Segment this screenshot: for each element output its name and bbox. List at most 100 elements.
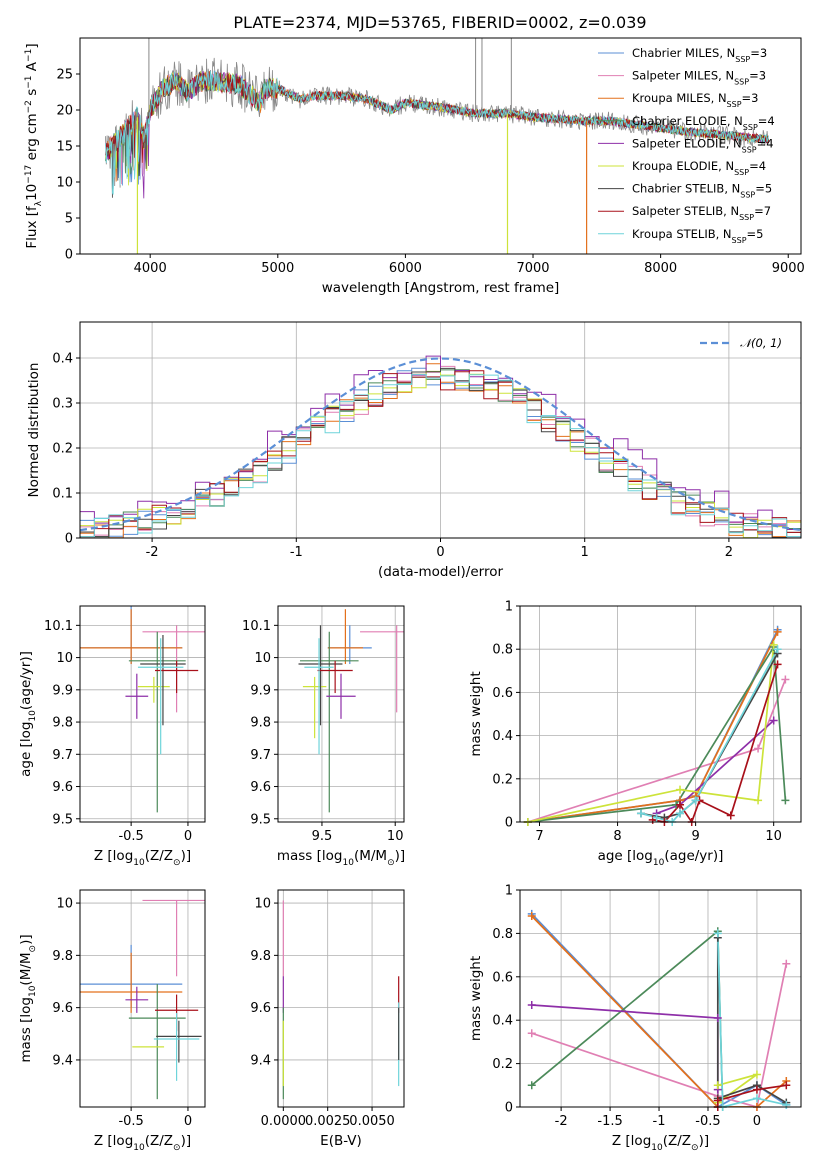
weight-marker-kroupa-stelib	[713, 929, 722, 938]
legend-label: Kroupa STELIB, NSSP=5	[632, 227, 763, 245]
y-tick-label: 9.9	[250, 683, 271, 698]
y-tick-label: 9.8	[52, 716, 73, 731]
legend-label-part: =4	[749, 159, 766, 173]
legend-label: Chabrier STELIB, NSSP=5	[632, 182, 772, 200]
histogram-salpeter-elodie	[80, 355, 801, 530]
x-tick-label: -1	[653, 1114, 666, 1129]
x-tick-label: 6000	[389, 261, 422, 276]
weight-marker-kroupa-stelib	[676, 809, 685, 818]
y-axis-label-part: −1	[24, 49, 34, 62]
y-tick-label: 9.9	[52, 683, 73, 698]
y-tick-label: 9.6	[250, 780, 271, 795]
weight-marker-kroupa-stelib	[773, 645, 782, 654]
y-tick-label: 0.2	[52, 442, 73, 457]
spectrum-line-kroupa-stelib	[105, 70, 769, 195]
legend-label-part: Kroupa ELODIE, N	[632, 159, 734, 173]
y-axis-label: mass weight	[468, 956, 484, 1041]
legend-label-part: Salpeter MILES, N	[632, 69, 734, 83]
x-tick-label: 9	[691, 829, 699, 844]
x-axis-label-part: mass [log	[277, 848, 343, 864]
y-axis-label-part: age [log	[18, 722, 34, 777]
y-tick-label: 9.4	[52, 1053, 73, 1068]
legend-label-part: =7	[754, 204, 771, 218]
axes-frame	[79, 37, 802, 255]
x-tick-label: 0	[436, 545, 444, 560]
axes-frame	[277, 889, 405, 1108]
legend-label-part: Chabrier STELIB, N	[632, 182, 740, 196]
y-axis-label-part: 10	[28, 985, 38, 997]
axes-frame	[519, 889, 802, 1108]
weight-marker-chabrier-elodie	[527, 1081, 536, 1090]
y-tick-label: 0.2	[492, 1057, 513, 1072]
y-tick-label: 0	[65, 532, 73, 547]
y-tick-label: 10	[56, 897, 73, 912]
weight-marker-salpeter-stelib	[726, 811, 735, 820]
x-tick-label: 0	[753, 1114, 761, 1129]
y-tick-label: 0.4	[492, 729, 513, 744]
weight-line-kroupa-miles	[527, 631, 779, 822]
legend-label-part: =3	[749, 69, 766, 83]
weight-marker-salpeter-miles	[782, 959, 791, 968]
x-axis-label-part: Z [log	[94, 1133, 133, 1149]
plot-area	[80, 606, 205, 813]
weight-marker-salpeter-elodie	[527, 1001, 536, 1010]
y-tick-label: 0	[65, 248, 73, 263]
weight-marker-salpeter-elodie	[713, 1014, 722, 1023]
histogram-kroupa-elodie	[80, 370, 801, 538]
y-axis-label: Normed distribution	[26, 363, 42, 498]
y-tick-label: 9.5	[250, 812, 271, 827]
weight-line-chabrier-elodie	[527, 644, 787, 822]
panel-residuals: -2 -1 0 1 2 0 0.1 0.2 0.3 0.4 (data-model)/error No…	[26, 321, 802, 580]
legend-label: Kroupa MILES, NSSP=3	[632, 91, 758, 109]
x-axis-label-part: 10	[653, 858, 665, 868]
normal-curve	[80, 357, 801, 532]
y-axis-label-part: ]	[24, 43, 40, 48]
y-tick-label: 20	[56, 104, 73, 119]
weight-line-salpeter-miles	[527, 679, 787, 822]
x-tick-label: 5000	[261, 261, 294, 276]
x-axis-label: Z [log10(Z/Z⊙)]	[612, 1133, 709, 1153]
y-axis-label: Flux [fλ10−17 erg cm−2 s−1 A−1]	[24, 43, 44, 248]
plot-area	[527, 629, 787, 822]
y-tick-label: 9.8	[250, 949, 271, 964]
y-axis-label-part: λ	[34, 200, 44, 206]
legend-label: Salpeter MILES, NSSP=3	[632, 69, 766, 87]
axes-frame	[519, 605, 802, 823]
legend-label-part: =4	[757, 136, 774, 150]
x-tick-label: 0.0025	[305, 1114, 351, 1129]
weight-line-chabrier-miles	[527, 629, 779, 822]
y-tick-label: 10	[56, 176, 73, 191]
legend-label: Chabrier ELODIE, NSSP=4	[632, 114, 775, 132]
y-tick-label: 5	[65, 212, 73, 227]
weight-marker-kroupa-stelib	[636, 809, 645, 818]
y-axis-label-part: 10	[28, 710, 38, 722]
y-tick-label: 9.6	[250, 1001, 271, 1016]
legend-label: Chabrier MILES, NSSP=3	[632, 46, 767, 64]
x-axis-label-part: age [log	[598, 848, 653, 864]
x-axis-label: mass [log10(M/M⊙)]	[277, 848, 405, 868]
x-tick-label: 8000	[644, 261, 677, 276]
weight-marker-salpeter-stelib	[782, 1081, 791, 1090]
x-tick-label: 0.0050	[349, 1114, 395, 1129]
x-axis-label-part: (Z/Z	[663, 1133, 691, 1149]
y-tick-label: 0.6	[492, 970, 513, 985]
legend-label: Salpeter ELODIE, NSSP=4	[632, 136, 774, 154]
x-axis-label-part: 10	[133, 1143, 145, 1153]
weight-marker-kroupa-elodie	[754, 796, 763, 805]
y-axis-label-part: ⊙	[28, 945, 38, 953]
y-tick-label: 10	[254, 897, 271, 912]
x-axis-label-part: (Z/Z	[145, 848, 173, 864]
y-axis-label-part: 10	[24, 184, 40, 201]
x-axis-label-part: 10	[133, 858, 145, 868]
x-axis-label-part: ⊙	[387, 858, 395, 868]
plot-area	[282, 900, 400, 1100]
plot-area	[298, 609, 404, 813]
weight-line-kroupa-stelib	[716, 933, 787, 1107]
y-axis-label-part: Flux [f	[24, 205, 40, 249]
x-axis-label-part: )]	[699, 1133, 710, 1149]
x-axis-label-part: (age/yr)]	[664, 848, 723, 864]
x-tick-label: -0.5	[118, 829, 143, 844]
